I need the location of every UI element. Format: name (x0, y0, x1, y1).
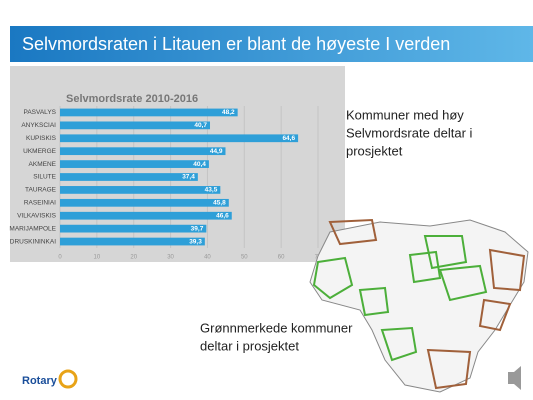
x-tick-label: 10 (94, 255, 101, 261)
slide-title: Selvmordsraten i Litauen er blant de høy… (22, 34, 450, 54)
bar (60, 108, 238, 117)
y-tick-label: AKMENE (29, 161, 57, 168)
value-label: 43,5 (205, 187, 218, 194)
y-tick-label: VILKAVISKIS (17, 212, 57, 219)
value-label: 64,6 (282, 135, 295, 142)
note-bottom-line: Grønnmerkede kommuner (200, 320, 353, 335)
bar (60, 160, 209, 168)
note-top-line: Kommuner med høy (346, 107, 464, 122)
y-tick-label: SILUTE (33, 174, 56, 181)
chart: 010203040506070PASVALYS48,2ANYKSCIAI40,7… (9, 106, 322, 261)
value-label: 40,7 (194, 122, 207, 129)
value-label: 40,4 (193, 161, 206, 168)
logo-text: Rotary (22, 375, 58, 387)
speaker-icon (508, 366, 521, 390)
x-tick-label: 0 (58, 255, 62, 261)
bar (60, 186, 221, 194)
bar (60, 211, 232, 220)
x-tick-label: 40 (204, 255, 211, 261)
note-top-line: prosjektet (346, 143, 403, 158)
header-bar (10, 26, 533, 62)
note-bottom-line: deltar i prosjektet (200, 338, 299, 353)
bar (60, 134, 299, 143)
bar (60, 173, 198, 181)
y-tick-label: ANYKSCIAI (21, 122, 56, 129)
y-tick-label: KUPISKIS (26, 135, 57, 142)
y-tick-label: TAURAGE (25, 187, 57, 194)
bar (60, 198, 229, 207)
value-label: 39,7 (191, 225, 204, 232)
bar (60, 147, 226, 156)
x-tick-label: 60 (278, 255, 285, 261)
y-tick-label: UKMERGE (23, 148, 57, 155)
y-tick-label: DRUSKININKAI (10, 238, 56, 245)
logo-wheel (58, 369, 78, 389)
bar (60, 121, 211, 130)
map (309, 218, 529, 393)
value-label: 45,8 (213, 200, 226, 207)
value-label: 44,9 (210, 148, 223, 155)
value-label: 39,3 (189, 238, 202, 245)
x-tick-label: 50 (241, 255, 248, 261)
value-label: 48,2 (222, 109, 235, 116)
x-tick-label: 20 (130, 255, 137, 261)
y-tick-label: PASVALYS (23, 109, 56, 116)
chart-title: Selvmordsrate 2010-2016 (66, 93, 198, 105)
value-label: 46,6 (216, 212, 229, 219)
y-tick-label: MARIJAMPOLE (9, 225, 56, 232)
value-label: 37,4 (182, 174, 195, 181)
bar (60, 237, 205, 246)
x-tick-label: 30 (167, 255, 174, 261)
y-tick-label: RASEINIAI (24, 200, 56, 207)
note-top-line: Selvmordsrate deltar i (346, 125, 473, 140)
bar (60, 224, 207, 233)
